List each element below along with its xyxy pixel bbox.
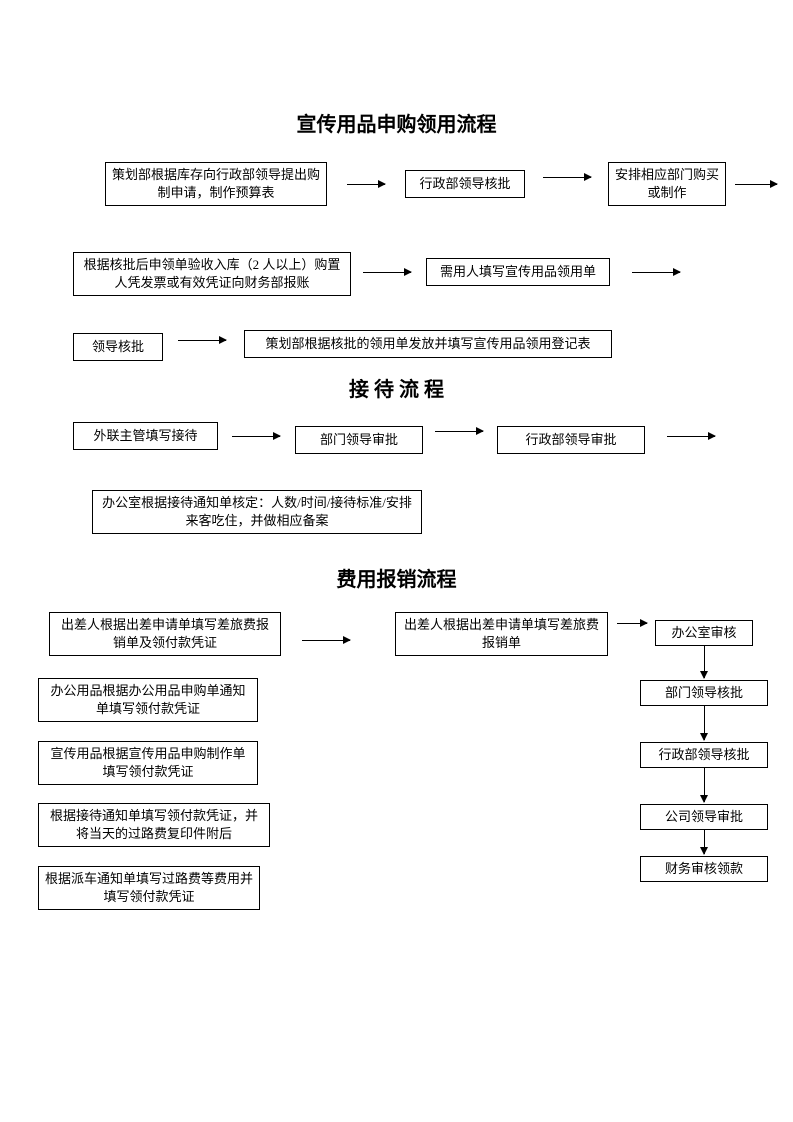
arrow-down-icon bbox=[704, 646, 705, 678]
section-3-title: 费用报销流程 bbox=[0, 563, 793, 592]
arrow-icon bbox=[347, 184, 385, 185]
arrow-icon bbox=[178, 340, 226, 341]
arrow-icon bbox=[435, 431, 483, 432]
s3-box-dept-approve: 部门领导核批 bbox=[640, 680, 768, 706]
s3-box-vehicle-voucher: 根据派车通知单填写过路费等费用并填写领付款凭证 bbox=[38, 866, 260, 910]
s2-box-fill-reception: 外联主管填写接待 bbox=[73, 422, 218, 450]
s3-box-admin-approve: 行政部领导核批 bbox=[640, 742, 768, 768]
s3-box-office-review: 办公室审核 bbox=[655, 620, 753, 646]
s3-box-travel-expense-2: 出差人根据出差申请单填写差旅费报销单 bbox=[395, 612, 608, 656]
s2-box-office-arrange: 办公室根据接待通知单核定：人数/时间/接待标准/安排来客吃住，并做相应备案 bbox=[92, 490, 422, 534]
s3-box-office-supplies: 办公用品根据办公用品申购单通知单填写领付款凭证 bbox=[38, 678, 258, 722]
s3-box-finance-pay: 财务审核领款 bbox=[640, 856, 768, 882]
arrow-icon bbox=[543, 177, 591, 178]
s3-box-travel-expense: 出差人根据出差申请单填写差旅费报销单及领付款凭证 bbox=[49, 612, 281, 656]
section-1-title: 宣传用品申购领用流程 bbox=[0, 108, 793, 137]
arrow-icon bbox=[667, 436, 715, 437]
s2-box-admin-approve: 行政部领导审批 bbox=[497, 426, 645, 454]
arrow-icon bbox=[632, 272, 680, 273]
arrow-icon bbox=[617, 623, 647, 624]
arrow-down-icon bbox=[704, 706, 705, 740]
s1-box-arrange-buy: 安排相应部门购买或制作 bbox=[608, 162, 726, 206]
s1-box-issue-register: 策划部根据核批的领用单发放并填写宣传用品领用登记表 bbox=[244, 330, 612, 358]
arrow-icon bbox=[232, 436, 280, 437]
s3-box-reception-voucher: 根据接待通知单填写领付款凭证，并将当天的过路费复印件附后 bbox=[38, 803, 270, 847]
s1-box-plan-submit: 策划部根据库存向行政部领导提出购制申请，制作预算表 bbox=[105, 162, 327, 206]
s1-box-leader-approve: 领导核批 bbox=[73, 333, 163, 361]
arrow-icon bbox=[363, 272, 411, 273]
arrow-down-icon bbox=[704, 830, 705, 854]
s1-box-inventory: 根据核批后申领单验收入库（2 人以上）购置人凭发票或有效凭证向财务部报账 bbox=[73, 252, 351, 296]
arrow-icon bbox=[302, 640, 350, 641]
section-2-title: 接 待 流 程 bbox=[0, 373, 793, 402]
s2-box-dept-approve: 部门领导审批 bbox=[295, 426, 423, 454]
s1-box-admin-approve: 行政部领导核批 bbox=[405, 170, 525, 198]
s3-box-promo-supplies: 宣传用品根据宣传用品申购制作单填写领付款凭证 bbox=[38, 741, 258, 785]
arrow-icon bbox=[735, 184, 777, 185]
s1-box-fill-form: 需用人填写宣传用品领用单 bbox=[426, 258, 610, 286]
s3-box-company-approve: 公司领导审批 bbox=[640, 804, 768, 830]
arrow-down-icon bbox=[704, 768, 705, 802]
